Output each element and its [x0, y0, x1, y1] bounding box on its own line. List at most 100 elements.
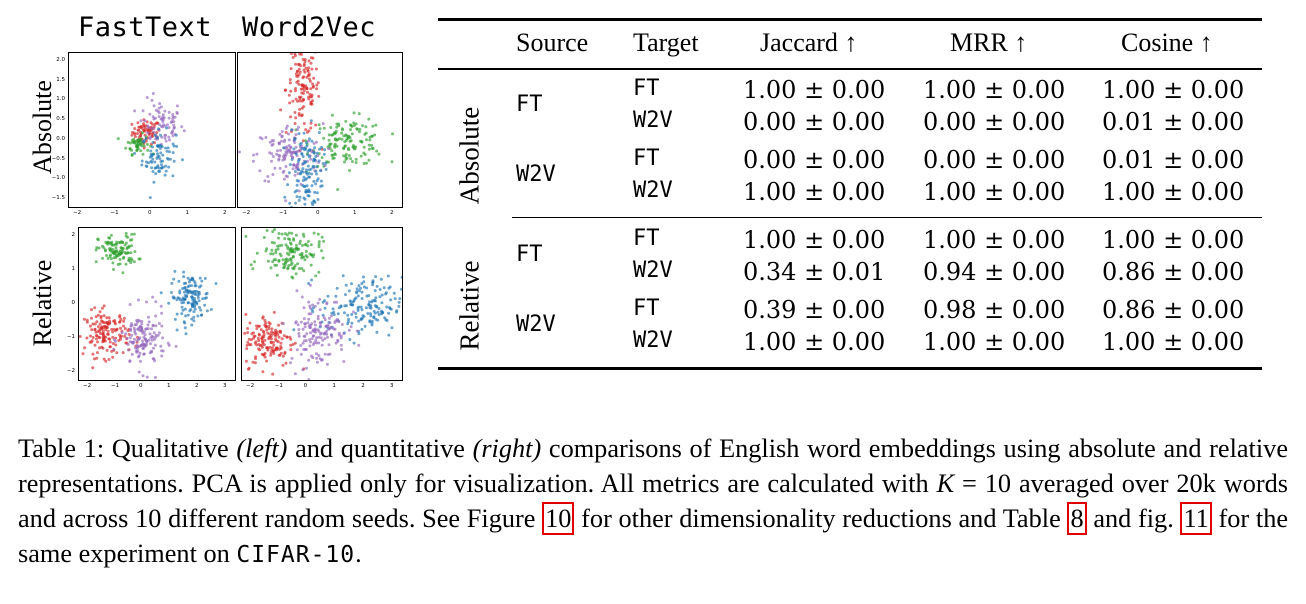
- scatter-point: [289, 242, 293, 246]
- scatter-point: [151, 140, 155, 144]
- scatter-point: [271, 260, 275, 264]
- scatter-point: [317, 242, 321, 246]
- scatter-point: [180, 301, 184, 305]
- x-tick-label: 2: [223, 210, 227, 216]
- header-cosine: Cosine ↑: [1121, 28, 1213, 57]
- scatter-point: [302, 234, 306, 238]
- scatter-point: [160, 166, 164, 170]
- scatter-point: [283, 195, 287, 199]
- scatter-point: [334, 294, 338, 298]
- scatter-point: [93, 357, 96, 361]
- scatter-point: [373, 298, 377, 302]
- scatter-point: [383, 316, 387, 320]
- scatter-point: [292, 328, 296, 332]
- target-cell: W2V: [633, 258, 673, 283]
- scatter-point: [254, 340, 258, 344]
- scatter-point: [297, 189, 301, 193]
- scatter-point: [247, 337, 251, 341]
- figure-ref-link-2[interactable]: 11: [1180, 502, 1212, 535]
- scatter-point: [292, 163, 296, 167]
- scatter-point: [352, 310, 355, 314]
- scatter-point: [294, 87, 297, 90]
- scatter-point: [297, 113, 301, 117]
- scatter-point: [310, 337, 314, 341]
- scatter-point: [293, 170, 297, 173]
- scatter-point: [274, 337, 277, 341]
- scatter-point: [184, 288, 188, 292]
- scatter-point: [359, 286, 362, 290]
- header-target: Target: [633, 28, 699, 57]
- jaccard-cell: 0.34 ± 0.01: [743, 258, 886, 286]
- x-tick-label: −1: [110, 210, 119, 216]
- scatter-point: [284, 127, 288, 130]
- scatter-point: [296, 160, 300, 163]
- scatter-point: [321, 122, 325, 126]
- scatter-point: [378, 295, 382, 299]
- y-tick-label: 1.5: [56, 76, 65, 83]
- scatter-point: [377, 307, 381, 310]
- scatter-point: [280, 243, 284, 247]
- scatter-point: [292, 147, 296, 151]
- scatter-point: [304, 84, 308, 88]
- scatter-point: [289, 348, 293, 352]
- scatter-point: [198, 285, 201, 289]
- scatter-point: [144, 137, 148, 141]
- scatter-point: [145, 340, 149, 344]
- scatter-point: [302, 185, 306, 189]
- scatter-point: [146, 142, 149, 146]
- scatter-point: [296, 323, 300, 327]
- scatter-point: [300, 267, 304, 270]
- scatter-point: [113, 249, 117, 253]
- scatter-point: [319, 336, 323, 340]
- scatter-point: [321, 256, 325, 260]
- scatter-point: [309, 340, 312, 344]
- scatter-point: [143, 342, 146, 346]
- scatter-point: [154, 324, 158, 328]
- scatter-point: [347, 317, 350, 321]
- scatter-point: [378, 288, 382, 291]
- scatter-point: [286, 183, 290, 187]
- scatter-point: [286, 267, 290, 271]
- scatter-point: [89, 334, 92, 338]
- scatter-point: [385, 305, 389, 309]
- scatter-point: [279, 341, 283, 345]
- scatter-point: [173, 317, 177, 321]
- scatter-point: [289, 67, 293, 71]
- scatter-point: [326, 294, 330, 298]
- scatter-point: [316, 301, 320, 305]
- scatter-point: [156, 109, 160, 113]
- scatter-point: [136, 349, 140, 353]
- scatter-point: [312, 157, 316, 161]
- scatter-point: [157, 115, 161, 119]
- scatter-point: [195, 301, 199, 305]
- scatter-point: [350, 132, 354, 136]
- scatter-point: [308, 338, 311, 341]
- row-title-relative: Relative: [28, 259, 57, 347]
- scatter-point: [262, 236, 266, 239]
- scatter-point: [168, 157, 172, 161]
- scatter-point: [302, 175, 306, 179]
- table-ref-link[interactable]: 8: [1067, 502, 1087, 535]
- scatter-point: [307, 194, 311, 198]
- scatter-point: [360, 140, 364, 144]
- scatter-point: [144, 337, 148, 341]
- scatter-point: [91, 336, 95, 339]
- scatter-point: [301, 341, 305, 345]
- scatter-point: [387, 333, 391, 337]
- scatter-point: [263, 338, 267, 342]
- scatter-point: [82, 317, 86, 321]
- figure-ref-link[interactable]: 10: [542, 502, 575, 535]
- scatter-point: [277, 259, 281, 263]
- scatter-point: [139, 359, 142, 363]
- scatter-point: [288, 148, 292, 152]
- x-tick-label: −1: [274, 383, 283, 389]
- scatter-point: [172, 277, 176, 281]
- scatter-point: [148, 332, 152, 336]
- scatter-point: [291, 254, 295, 258]
- scatter-point: [136, 132, 139, 135]
- scatter-point: [182, 290, 186, 294]
- scatter-point: [360, 308, 364, 312]
- scatter-point: [300, 169, 304, 173]
- scatter-point: [129, 324, 133, 328]
- x-tick-label: 3: [390, 383, 394, 389]
